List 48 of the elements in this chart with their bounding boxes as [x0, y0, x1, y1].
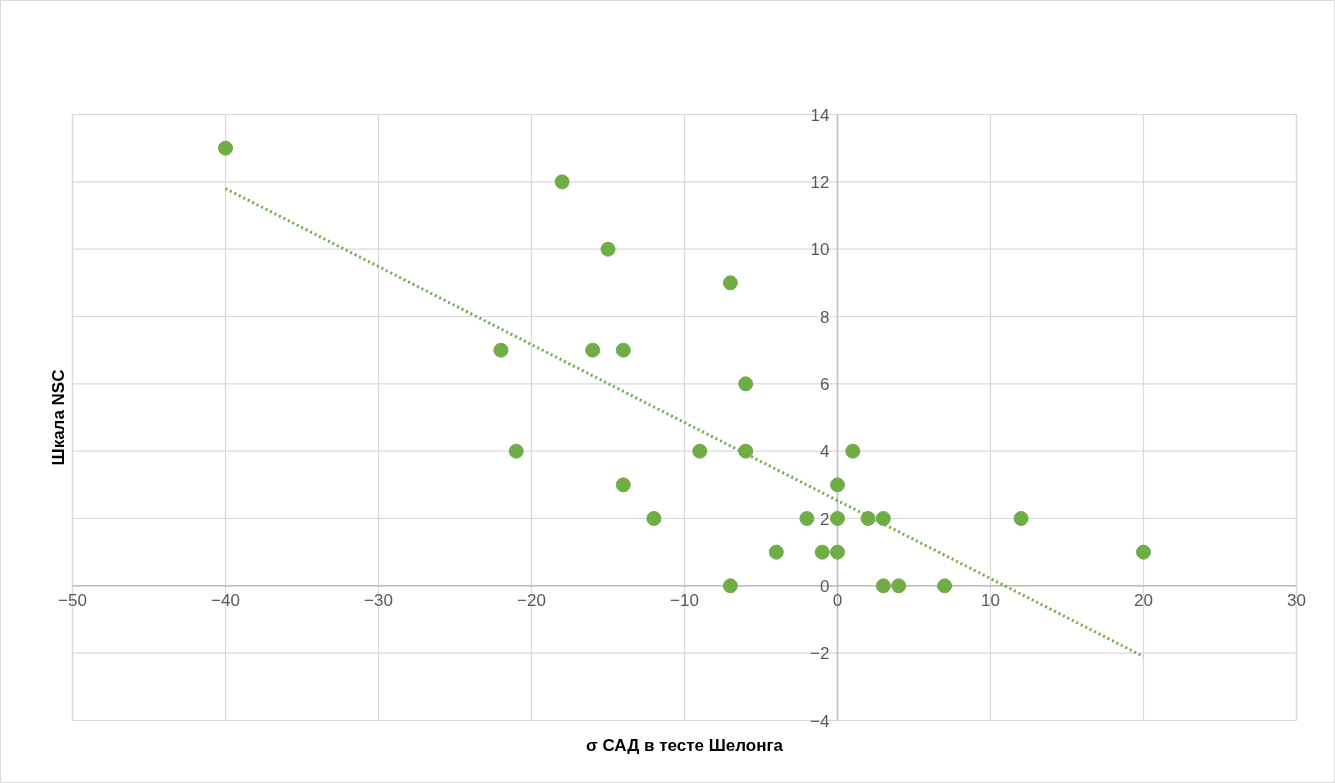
- point: [891, 578, 907, 594]
- y-tick-label: −4: [810, 711, 830, 731]
- x-tick-label: −50: [58, 590, 87, 610]
- y-tick-label: 4: [820, 442, 830, 462]
- point: [508, 443, 524, 459]
- x-tick-label: 10: [981, 590, 1000, 610]
- point: [585, 342, 601, 358]
- x-tick-label: 30: [1287, 590, 1306, 610]
- point: [692, 443, 708, 459]
- y-tick-label: −2: [810, 644, 830, 664]
- y-tick-label: 6: [820, 374, 830, 394]
- x-tick-label: −10: [670, 590, 699, 610]
- point: [600, 241, 616, 257]
- x-axis-title: σ САД в тесте Шелонга: [586, 736, 784, 755]
- y-tick-label: 8: [820, 307, 830, 327]
- point: [1013, 511, 1029, 526]
- point: [830, 477, 845, 493]
- point: [615, 342, 631, 358]
- point: [875, 578, 891, 594]
- y-tick-label: 14: [810, 105, 830, 125]
- y-tick-label: 0: [820, 576, 830, 596]
- point: [830, 511, 845, 526]
- point: [722, 275, 738, 291]
- point: [738, 443, 754, 459]
- point: [814, 544, 830, 560]
- x-tick-label: −40: [211, 590, 240, 610]
- y-tick-label: 12: [810, 172, 830, 192]
- point: [875, 511, 891, 526]
- y-tick-label: 2: [820, 509, 830, 529]
- point: [799, 511, 815, 526]
- point: [615, 477, 631, 493]
- point: [738, 376, 754, 392]
- point: [493, 342, 509, 358]
- point: [646, 511, 662, 526]
- y-tick-label: 10: [810, 240, 830, 260]
- point: [722, 578, 738, 594]
- point: [937, 578, 953, 594]
- point: [218, 140, 233, 156]
- x-tick-label: 20: [1134, 590, 1153, 610]
- x-tick-label: −20: [517, 590, 546, 610]
- x-tick-label: −30: [364, 590, 393, 610]
- y-axis-title: Шкала NSC: [49, 369, 68, 466]
- point: [860, 511, 876, 526]
- point: [830, 544, 845, 560]
- point: [845, 443, 861, 459]
- point: [768, 544, 784, 560]
- point: [554, 174, 570, 190]
- point: [1136, 544, 1151, 560]
